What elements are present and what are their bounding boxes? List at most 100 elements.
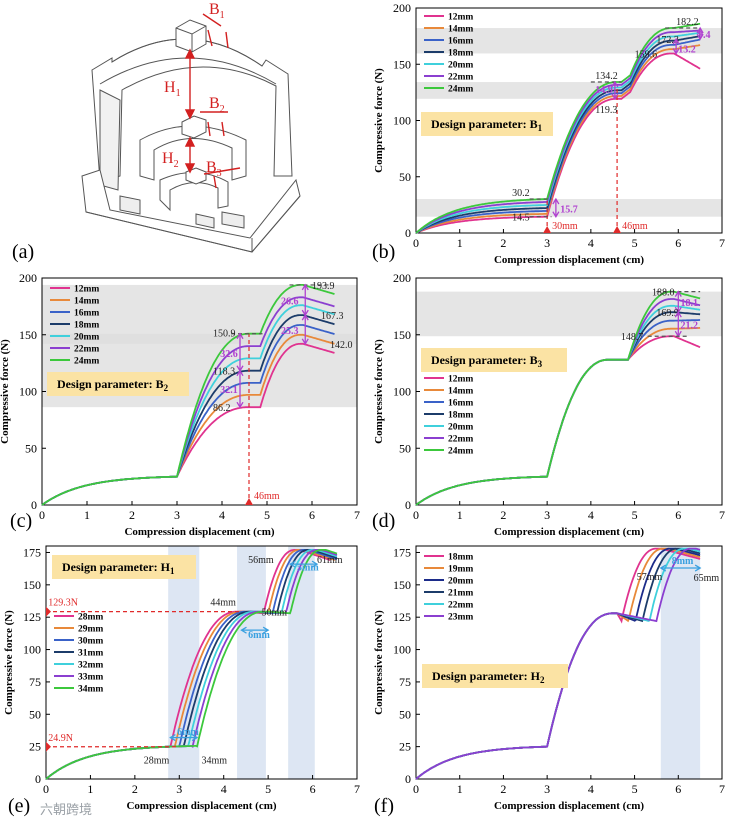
marker-tri-24.9N (46, 741, 51, 752)
value-65mm: 65mm (694, 573, 720, 584)
legend-label-31mm: 31mm (78, 649, 103, 659)
series-line-24mm (415, 22, 701, 234)
y-tick-label: 100 (19, 385, 37, 399)
chart-title-main: Design parameter: B (431, 117, 538, 131)
panel-label-f: (f) (374, 795, 394, 817)
shade-column-1 (237, 546, 266, 779)
legend-label-19mm: 19mm (448, 565, 473, 575)
y-tick-label: 25 (29, 740, 41, 754)
x-tick-label: 4 (219, 508, 225, 522)
value-30.2: 30.2 (512, 188, 530, 199)
legend-label-22mm: 22mm (74, 345, 99, 355)
title-box (421, 112, 553, 136)
label-B2: B2 (209, 95, 225, 115)
chart-title: Design parameter: B3 (431, 353, 543, 369)
shade-column-2 (288, 546, 315, 779)
y-tick-label: 25 (399, 740, 411, 754)
legend-label-20mm: 20mm (448, 577, 473, 587)
y-tick-label: 0 (35, 772, 41, 786)
legend-label-22mm: 22mm (448, 435, 473, 445)
value-13.2: 13.2 (678, 45, 696, 56)
value-50mm: 50mm (261, 608, 287, 619)
label-B3: B3 (206, 159, 222, 179)
y-tick-label: 125 (23, 610, 41, 624)
legend-label-33mm: 33mm (78, 673, 103, 683)
structure-diagram (81, 19, 301, 253)
x-tick-label: 5 (632, 236, 638, 250)
y-tick-label: 0 (405, 498, 411, 512)
x-axis-label: Compression displacement (cm) (494, 526, 644, 538)
chart-title-sub: 3 (538, 359, 543, 369)
x-tick-label: 0 (39, 508, 45, 522)
chart-title-sub: 2 (164, 383, 169, 393)
series-line-34mm (45, 549, 338, 780)
legend-label-28mm: 28mm (78, 613, 103, 623)
legend-label-18mm: 18mm (448, 49, 473, 59)
chart-title: Design parameter: B2 (57, 377, 169, 393)
panel-label-d: (d) (372, 510, 395, 532)
title-box (422, 664, 568, 688)
x-axis-label: Compression displacement (cm) (126, 800, 276, 812)
series-line-20mm (415, 31, 701, 234)
value-188.0: 188.0 (652, 288, 675, 299)
label-H1: H1 (164, 79, 181, 99)
value-26.6: 26.6 (281, 297, 299, 308)
legend-label-16mm: 16mm (448, 37, 473, 47)
value-182.2: 182.2 (676, 17, 699, 28)
panel-label-c: (c) (10, 510, 32, 532)
y-tick-label: 0 (31, 498, 37, 512)
value-21.2: 21.2 (680, 321, 698, 332)
value-18.1: 18.1 (680, 298, 698, 309)
marker-tri-30mm (543, 226, 552, 233)
x-tick-label: 1 (84, 508, 90, 522)
x-tick-label: 6 (675, 782, 681, 796)
chart-title-main: Design parameter: B (431, 353, 538, 367)
value-15.7: 15.7 (560, 204, 578, 215)
value-172.3: 172.3 (656, 35, 679, 46)
value-32.1: 32.1 (220, 385, 238, 396)
legend-label-18mm: 18mm (74, 321, 99, 331)
arrow-25.3-heads (301, 313, 309, 346)
shade-column-0 (660, 546, 701, 779)
value-6mm-a: 6mm (177, 727, 199, 738)
legend: 12mm 14mm 16mm 18mm 20mm 22mm 24mm (50, 285, 99, 367)
y-tick-label: 200 (393, 271, 411, 285)
marker-label-46mm: 46mm (254, 491, 280, 502)
dimension-labels: B1 H1 B2 H2 B3 (162, 1, 225, 179)
value-56mm: 56mm (248, 555, 274, 566)
value-24.9N: 24.9N (48, 733, 73, 744)
chart-c: 0 1 2 3 4 5 6 7 0 50 100 150 200 Compression displace… (0, 271, 360, 538)
x-tick-label: 7 (354, 782, 360, 796)
value-86.2: 86.2 (213, 403, 231, 414)
y-tick-label: 75 (29, 675, 41, 689)
x-tick-label: 3 (544, 782, 550, 796)
value-14.9: 14.9 (595, 85, 613, 96)
marker-label-30mm: 30mm (552, 221, 578, 232)
x-tick-label: 5 (632, 508, 638, 522)
legend-label-24mm: 24mm (74, 357, 99, 367)
x-axis-label: Compression displacement (cm) (494, 800, 644, 812)
arrow-9.4-heads (696, 26, 704, 41)
arrow-6mm-a-heads (169, 734, 199, 742)
series-line-24mm (415, 290, 701, 506)
y-tick-label: 200 (393, 1, 411, 15)
chart-title: Design parameter: H1 (62, 560, 175, 576)
value-134.2: 134.2 (595, 71, 618, 82)
y-tick-label: 100 (393, 643, 411, 657)
legend-label-34mm: 34mm (78, 685, 103, 695)
legend-label-22mm: 22mm (448, 601, 473, 611)
y-tick-label: 150 (19, 328, 37, 342)
legend-label-22mm: 22mm (448, 73, 473, 83)
y-axis-label: Compressive force (N) (3, 610, 15, 715)
legend-label-29mm: 29mm (78, 625, 103, 635)
series-line-18mm (415, 35, 701, 234)
y-axis-label: Compressive force (N) (373, 339, 385, 444)
marker-tri-46mm (245, 498, 253, 505)
x-tick-label: 6 (675, 236, 681, 250)
value-148.7: 148.7 (621, 332, 644, 343)
value-25.3: 25.3 (281, 326, 299, 337)
legend-label-20mm: 20mm (448, 423, 473, 433)
y-tick-label: 50 (399, 170, 411, 184)
value-44mm: 44mm (210, 598, 236, 609)
arrow-8mm-heads (659, 564, 702, 572)
